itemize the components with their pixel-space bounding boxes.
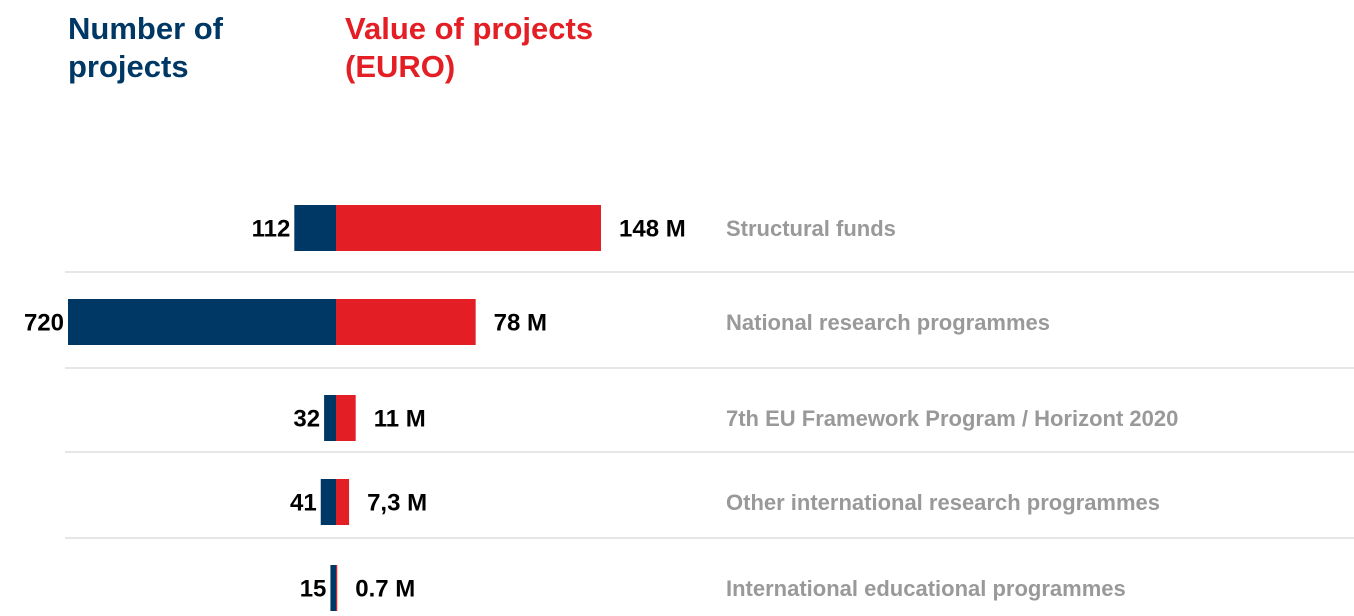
category-label: Structural funds xyxy=(726,216,896,241)
right-bar xyxy=(336,565,338,611)
left-bar xyxy=(330,565,336,611)
right-bar xyxy=(336,299,476,345)
left-bar xyxy=(324,395,336,441)
right-bar xyxy=(336,395,356,441)
left-bar xyxy=(320,479,336,525)
right-bar xyxy=(336,205,601,251)
right-value-label: 148 M xyxy=(619,215,686,242)
category-label: International educational programmes xyxy=(726,576,1126,601)
left-value-label: 15 xyxy=(300,575,327,602)
right-bar xyxy=(336,479,350,525)
right-value-label: 78 M xyxy=(494,309,547,336)
left-bar xyxy=(294,205,336,251)
category-label: Other international research programmes xyxy=(726,490,1160,515)
right-value-label: 0.7 M xyxy=(355,575,415,602)
category-label: 7th EU Framework Program / Horizont 2020 xyxy=(726,406,1178,431)
left-value-label: 720 xyxy=(24,309,64,336)
right-value-label: 7,3 M xyxy=(367,489,427,516)
left-value-label: 112 xyxy=(252,215,291,242)
left-value-label: 32 xyxy=(293,405,320,432)
left-bar xyxy=(68,299,336,345)
left-legend-title: Number of projects xyxy=(68,11,223,84)
right-legend-title: Value of projects (EURO) xyxy=(345,11,594,84)
category-label: National research programmes xyxy=(726,310,1050,335)
right-value-label: 11 M xyxy=(374,405,426,432)
left-value-label: 41 xyxy=(290,489,317,516)
